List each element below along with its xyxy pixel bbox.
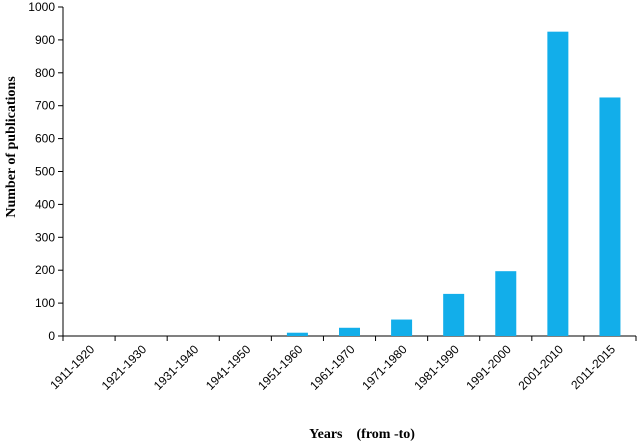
bar bbox=[547, 31, 569, 337]
x-axis-title: Years (from -to) bbox=[309, 427, 415, 442]
y-tick-label: 1000 bbox=[28, 0, 55, 14]
bar bbox=[599, 97, 621, 336]
x-tick-label: 1991-2000 bbox=[463, 342, 514, 393]
y-tick-label: 400 bbox=[35, 197, 55, 211]
y-tick-label: 800 bbox=[35, 66, 55, 80]
y-tick-label: 100 bbox=[35, 296, 55, 310]
bar bbox=[339, 327, 360, 336]
y-tick-label: 600 bbox=[35, 132, 55, 146]
x-tick-label: 1931-1940 bbox=[151, 342, 202, 393]
x-tick-label: 1981-1990 bbox=[411, 342, 462, 393]
x-tick-label: 1971-1980 bbox=[359, 342, 410, 393]
x-tick-label: 1941-1950 bbox=[203, 342, 254, 393]
bar bbox=[391, 319, 413, 336]
bar bbox=[443, 293, 465, 336]
y-tick-label: 0 bbox=[48, 329, 55, 343]
x-tick-label: 1961-1970 bbox=[307, 342, 358, 393]
bar bbox=[286, 332, 308, 336]
y-axis: 0 100 200 300 400 500 600 700 800 900 1000 bbox=[28, 0, 64, 343]
y-tick-label: 900 bbox=[35, 33, 55, 47]
x-tick-label: 1911-1920 bbox=[47, 342, 97, 392]
x-tick-label: 1951-1960 bbox=[255, 342, 306, 393]
x-tick-label: 2001-2010 bbox=[516, 342, 567, 393]
bar bbox=[495, 271, 517, 336]
y-tick-label: 300 bbox=[35, 230, 55, 244]
y-axis-title: Number of publications bbox=[4, 76, 19, 218]
y-tick-label: 200 bbox=[35, 263, 55, 277]
y-tick-label: 500 bbox=[35, 165, 55, 179]
y-tick-label: 700 bbox=[35, 99, 55, 113]
bars bbox=[286, 31, 621, 337]
x-axis: 1911-1920 1921-1930 1931-1940 1941-1950 1951… bbox=[47, 335, 637, 393]
x-tick-label: 2011-2015 bbox=[568, 342, 618, 392]
x-tick-label: 1921-1930 bbox=[99, 342, 150, 393]
